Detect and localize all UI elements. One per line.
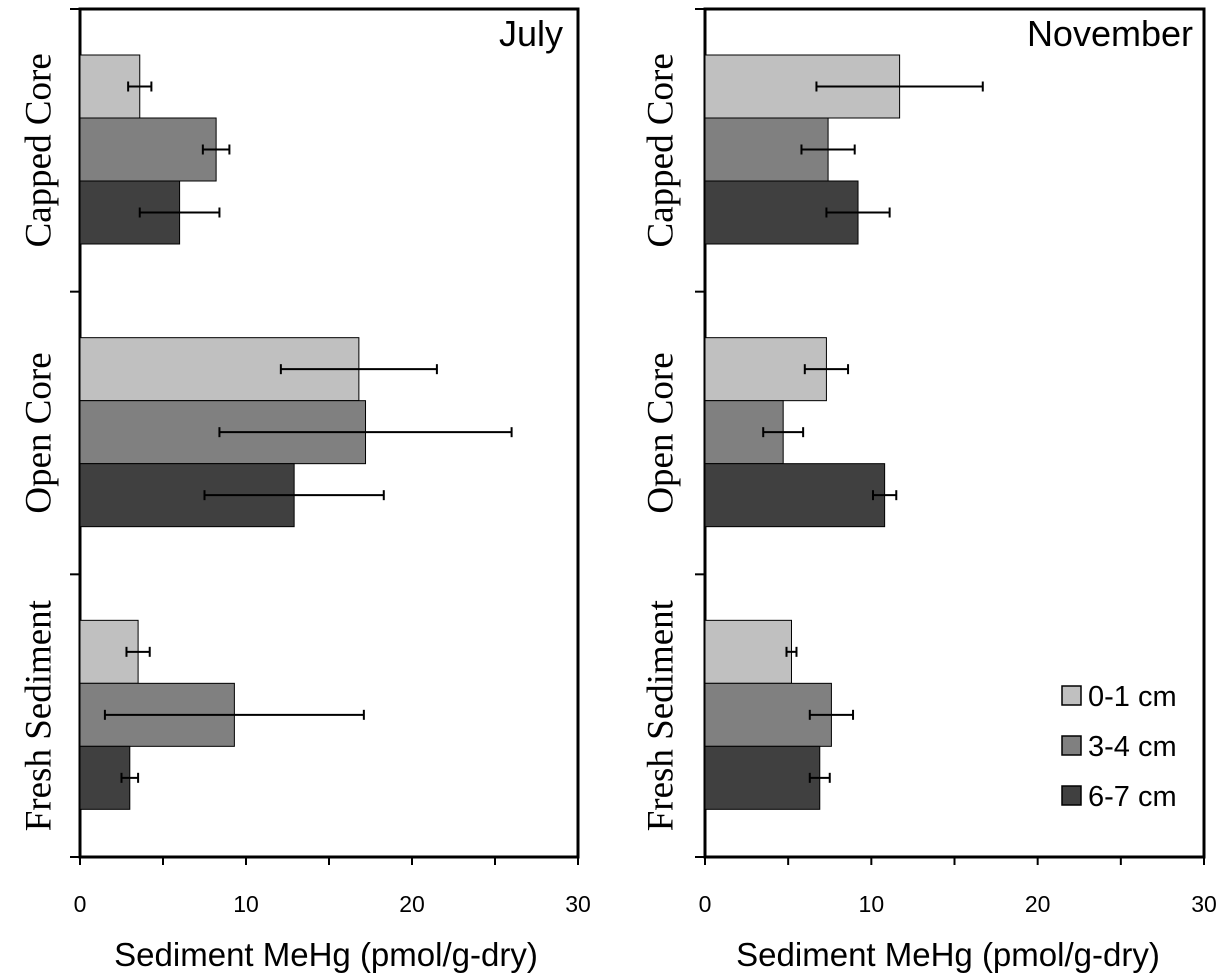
legend-swatch-3-4-cm <box>1061 735 1082 756</box>
november-panel-title: November <box>1027 13 1193 54</box>
november-bar-fresh-sediment-6-7-cm <box>704 745 821 810</box>
november-x-tick-label: 20 <box>1025 891 1051 917</box>
july-category-label-capped-core: Capped Core <box>18 53 59 247</box>
november-legend: 0-1 cm 3-4 cm 6-7 cm <box>1061 681 1177 813</box>
july-x-tick-label: 0 <box>74 891 87 917</box>
july-panel-title: July <box>499 13 563 54</box>
july-bar-capped-core-3-4-cm <box>79 117 217 182</box>
july-x-tick-label: 10 <box>233 891 259 917</box>
november-category-label-open-core: Open Core <box>640 352 681 513</box>
july-x-tick-label: 30 <box>565 891 591 917</box>
july-category-label-fresh-sediment: Fresh Sediment <box>18 599 59 831</box>
july-category-label-open-core: Open Core <box>18 352 59 513</box>
november-x-tick-label: 0 <box>699 891 712 917</box>
july-x-tick-label: 20 <box>399 891 425 917</box>
november-x-tick-label: 30 <box>1191 891 1217 917</box>
november-x-tick-label: 10 <box>859 891 885 917</box>
panel-november: 0 10 20 30 Capped Core Open Core Fresh Sedimen… <box>640 7 1217 973</box>
november-bar-fresh-sediment-0-1-cm <box>704 619 792 684</box>
november-bar-open-core-6-7-cm <box>704 463 886 528</box>
legend-label-0-1-cm: 0-1 cm <box>1088 681 1177 713</box>
november-category-label-fresh-sediment: Fresh Sediment <box>640 599 681 831</box>
july-x-axis-label: Sediment MeHg (pmol/g-dry) <box>114 936 538 973</box>
november-category-label-capped-core: Capped Core <box>640 53 681 247</box>
november-x-axis-label: Sediment MeHg (pmol/g-dry) <box>736 936 1160 973</box>
legend-label-6-7-cm: 6-7 cm <box>1088 781 1177 813</box>
legend-label-3-4-cm: 3-4 cm <box>1088 731 1177 763</box>
legend-swatch-0-1-cm <box>1061 685 1082 706</box>
legend-swatch-6-7-cm <box>1061 785 1082 806</box>
panel-july: 0 10 20 30 Capped Core Open Core Fresh Sedimen… <box>18 7 591 973</box>
